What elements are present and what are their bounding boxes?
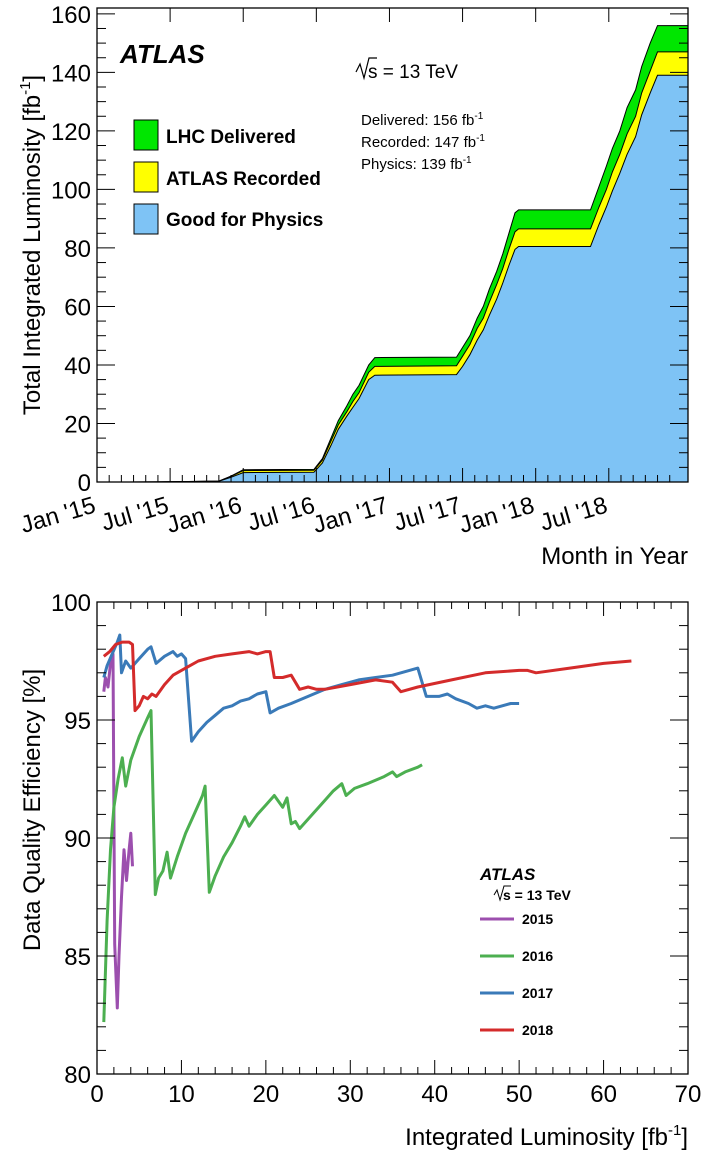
- energy-label-top: s = 13 TeV: [355, 57, 458, 83]
- y-tick-label-bottom: 90: [64, 826, 91, 853]
- y-tick-label-top: 20: [64, 411, 91, 438]
- legend-item-2017: 2017: [480, 985, 553, 1001]
- legend-label-2018: 2018: [522, 1022, 553, 1038]
- summary-recorded: Recorded: 147 fb-1: [361, 133, 485, 151]
- x-tick-label-bottom: 0: [90, 1081, 103, 1108]
- legend-items: 2015 2016 2017 2018: [480, 911, 553, 1038]
- x-tick-label-bottom: 50: [506, 1081, 533, 1108]
- y-tick-label-top: 80: [64, 236, 91, 263]
- legend-top: LHC Delivered ATLAS Recorded Good for Ph…: [133, 119, 323, 235]
- svg-text:s = 13 TeV: s = 13 TeV: [503, 887, 572, 903]
- svg-text:ATLAS Recorded: ATLAS Recorded: [166, 169, 321, 190]
- dq-efficiency-chart: 80 85 90 95 100 0 10 20 30 40 50 60 70 Data Quality …: [19, 590, 701, 1151]
- legend-label-2015: 2015: [522, 911, 553, 927]
- x-tick-label-top: Jan '15: [18, 492, 99, 539]
- series-line-2016: [102, 709, 423, 1023]
- x-tick-label-bottom: 40: [421, 1081, 448, 1108]
- series-line-2018: [102, 640, 632, 713]
- x-tick-label-top: Jul '16: [245, 492, 318, 537]
- y-tick-label-top: 140: [51, 60, 91, 87]
- x-tick-label-top: Jul '15: [98, 492, 171, 537]
- legend-bottom: ATLAS s = 13 TeV 2015 2016 2017 2018: [479, 865, 572, 1038]
- sqrt-symbol: [355, 57, 377, 81]
- legend-swatch-delivered: [133, 119, 159, 151]
- legend-item-delivered: LHC Delivered: [133, 119, 296, 151]
- svg-text:LHC Delivered: LHC Delivered: [166, 127, 296, 148]
- x-tick-label-bottom: 60: [590, 1081, 617, 1108]
- y-tick-label-top: 100: [51, 177, 91, 204]
- y-tick-label-top: 60: [64, 294, 91, 321]
- energy-label-bottom: s = 13 TeV: [493, 885, 572, 903]
- atlas-label-top: ATLAS: [119, 39, 205, 69]
- y-tick-label-top: 160: [51, 2, 91, 29]
- x-tick-label-bottom: 10: [168, 1081, 195, 1108]
- y-tick-label-bottom: 95: [64, 708, 91, 735]
- y-axis-title-top: Total Integrated Luminosity [fb-1]: [17, 75, 46, 415]
- x-tick-label-bottom: 70: [675, 1081, 702, 1108]
- x-tick-label-top: Jan '17: [310, 492, 391, 539]
- y-axis-title-bottom: Data Quality Efficiency [%]: [19, 669, 46, 951]
- y-tick-label-top: 40: [64, 353, 91, 380]
- x-tick-label-top: Jul '17: [391, 492, 464, 537]
- luminosity-areas: [96, 25, 689, 483]
- x-tick-label-bottom: 30: [337, 1081, 364, 1108]
- summary-delivered: Delivered: 156 fb-1: [361, 111, 484, 129]
- y-tick-label-top: 0: [78, 470, 91, 497]
- legend-swatch-recorded: [133, 161, 159, 193]
- legend-item-2015: 2015: [480, 911, 553, 927]
- legend-item-recorded: ATLAS Recorded: [133, 161, 321, 193]
- x-tick-label-bottom: 20: [253, 1081, 280, 1108]
- y-tick-label-bottom: 85: [64, 944, 91, 971]
- axis-ticks-bottom: 80 85 90 95 100 0 10 20 30 40 50 60 70: [51, 590, 701, 1108]
- svg-text:Good for Physics: Good for Physics: [166, 210, 323, 231]
- legend-item-2016: 2016: [480, 948, 553, 964]
- efficiency-lines: [102, 633, 632, 1023]
- x-tick-label-top: Jan '16: [164, 492, 245, 539]
- summary-block: Delivered: 156 fb-1 Recorded: 147 fb-1 P…: [361, 111, 485, 173]
- legend-label-2017: 2017: [522, 985, 553, 1001]
- legend-item-physics: Good for Physics: [133, 203, 323, 235]
- y-tick-label-bottom: 100: [51, 590, 91, 617]
- y-tick-label-top: 120: [51, 119, 91, 146]
- legend-label-2016: 2016: [522, 948, 553, 964]
- y-tick-label-bottom: 80: [64, 1062, 91, 1089]
- legend-swatch-physics: [133, 203, 159, 235]
- legend-item-2018: 2018: [480, 1022, 553, 1038]
- area-physics: [96, 74, 689, 483]
- x-axis-title-bottom: Integrated Luminosity [fb-1]: [405, 1122, 688, 1151]
- sqrt-symbol-small: [493, 885, 511, 902]
- series-line-2015: [102, 652, 134, 1010]
- atlas-label-bottom: ATLAS: [479, 865, 536, 884]
- summary-physics: Physics: 139 fb-1: [361, 155, 472, 173]
- x-tick-label-top: Jan '18: [456, 492, 537, 539]
- svg-text:s = 13 TeV: s = 13 TeV: [368, 62, 458, 83]
- x-axis-title-top: Month in Year: [541, 543, 688, 570]
- plot-frame-top: [96, 7, 689, 483]
- series-line-2017: [102, 633, 520, 743]
- x-tick-label-top: Jul '18: [537, 492, 610, 537]
